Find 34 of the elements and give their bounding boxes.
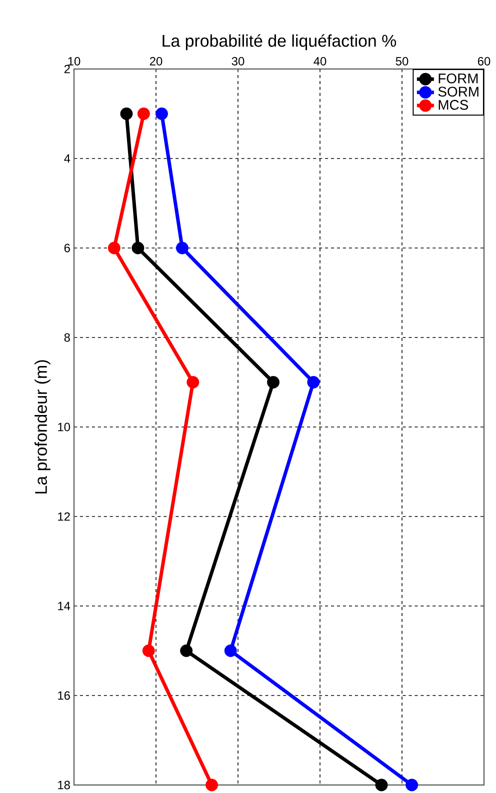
point: [120, 108, 133, 120]
legend-label: MCS: [438, 100, 468, 110]
point: [224, 644, 237, 657]
x-axis-title: La probabilité de liquéfaction %: [162, 34, 396, 50]
y-tick-label: 16: [58, 691, 70, 700]
point: [307, 376, 320, 388]
point: [206, 778, 218, 792]
y-tick-label: 2: [64, 64, 70, 74]
point: [375, 778, 388, 792]
y-tick-label: 14: [58, 602, 70, 610]
point: [406, 778, 418, 792]
point: [186, 376, 200, 388]
y-tick-label: 6: [64, 244, 70, 252]
x-tick-label: 60: [478, 57, 490, 66]
point: [132, 242, 144, 254]
point: [180, 644, 193, 657]
point: [108, 242, 120, 254]
point: [156, 108, 168, 120]
point: [176, 242, 188, 254]
legend-label: FORM: [438, 73, 478, 84]
x-tick-label: 40: [314, 57, 326, 66]
legend-label: SORM: [438, 86, 478, 97]
x-tick-label: 50: [396, 57, 408, 66]
y-tick-label: 18: [58, 780, 70, 790]
y-axis-title: La profondeur (m): [34, 360, 50, 494]
y-tick-label: 10: [58, 422, 70, 432]
point: [137, 108, 150, 120]
point: [267, 376, 280, 388]
x-tick-label: 20: [150, 57, 162, 66]
y-tick-label: 12: [58, 512, 70, 521]
x-tick-label: 30: [232, 57, 244, 66]
y-tick-label: 8: [64, 333, 70, 342]
point: [142, 644, 155, 657]
y-tick-label: 4: [64, 154, 70, 163]
